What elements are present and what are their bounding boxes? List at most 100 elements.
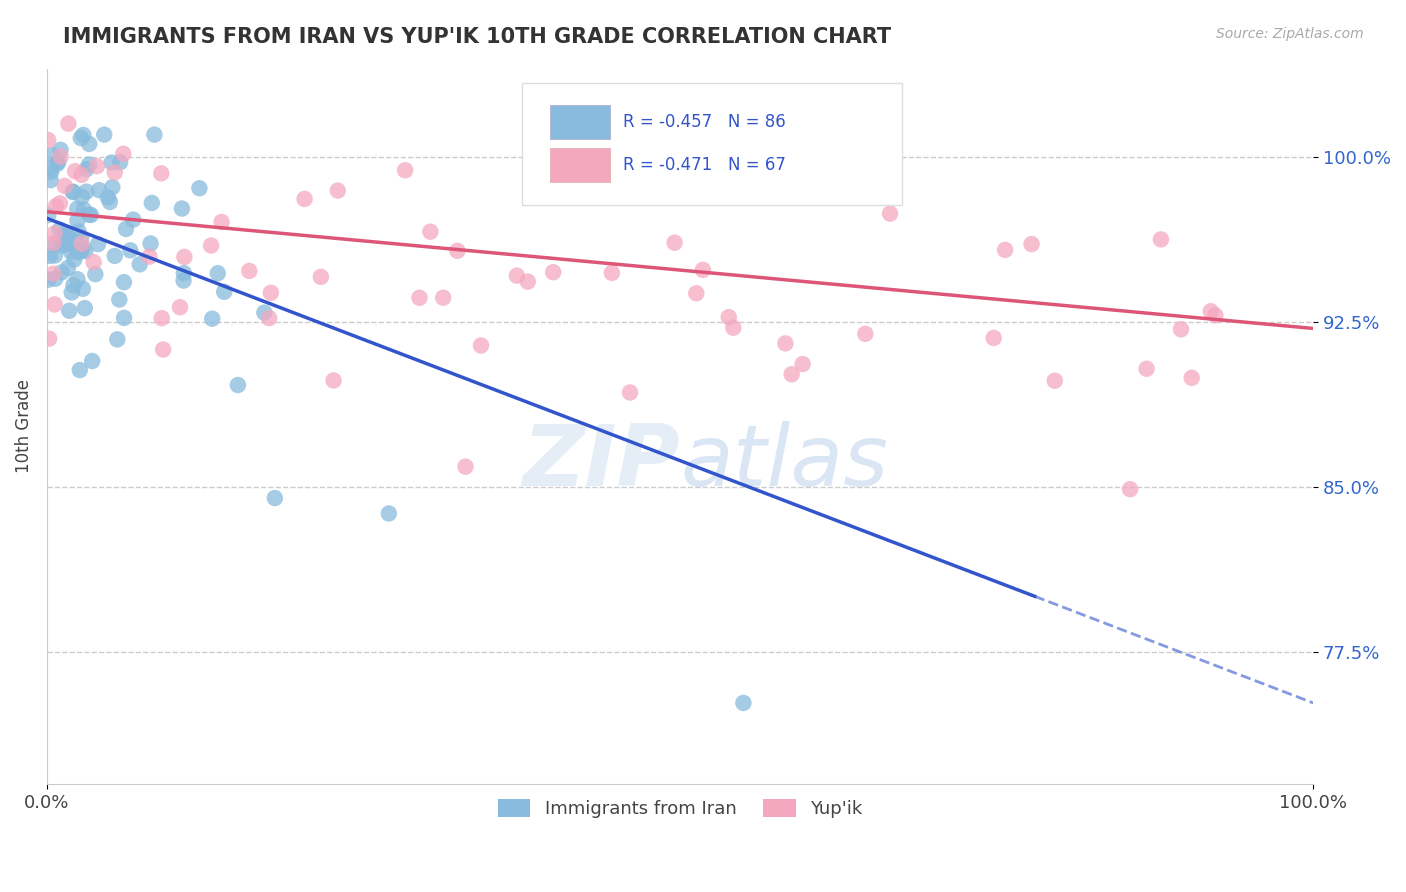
Point: [73, 202, 96, 217]
Point: [1181, 371, 1204, 385]
Point: [67, 245, 90, 260]
Point: [733, 696, 755, 710]
Point: [169, 300, 191, 314]
Point: [44, 237, 66, 252]
Point: [70, 236, 93, 251]
Point: [692, 263, 714, 277]
Point: [108, 293, 131, 307]
Point: [49, 143, 72, 157]
Point: [128, 257, 150, 271]
Point: [211, 215, 233, 229]
Point: [326, 184, 349, 198]
Point: [100, 155, 122, 169]
Point: [59, 244, 82, 259]
Point: [120, 244, 142, 258]
Point: [506, 268, 529, 283]
Point: [77, 136, 100, 151]
Point: [39, 249, 62, 263]
Point: [104, 165, 127, 179]
Point: [39, 165, 62, 179]
Point: [322, 374, 344, 388]
Point: [87, 237, 110, 252]
Point: [89, 183, 111, 197]
Point: [66, 202, 89, 216]
Point: [1136, 361, 1159, 376]
Point: [394, 163, 416, 178]
Point: [1043, 374, 1066, 388]
Point: [70, 230, 93, 244]
Point: [152, 343, 174, 357]
Point: [105, 332, 128, 346]
Point: [72, 128, 94, 142]
Text: Source: ZipAtlas.com: Source: ZipAtlas.com: [1216, 27, 1364, 41]
Point: [41, 161, 63, 176]
Point: [37, 133, 59, 147]
Point: [664, 235, 686, 250]
Point: [70, 244, 93, 258]
Point: [207, 266, 229, 280]
Point: [1170, 322, 1192, 336]
Point: [115, 222, 138, 236]
Point: [994, 243, 1017, 257]
Text: R = -0.457   N = 86: R = -0.457 N = 86: [623, 113, 786, 131]
Point: [138, 250, 160, 264]
Point: [1119, 482, 1142, 496]
Point: [879, 206, 901, 220]
Point: [201, 311, 224, 326]
Point: [39, 173, 62, 187]
Point: [75, 185, 97, 199]
Point: [619, 385, 641, 400]
Legend: Immigrants from Iran, Yup'ik: Immigrants from Iran, Yup'ik: [491, 792, 870, 825]
Point: [83, 255, 105, 269]
Point: [212, 285, 235, 299]
Point: [112, 310, 135, 325]
Point: [60, 285, 83, 300]
Point: [983, 331, 1005, 345]
Point: [173, 250, 195, 264]
Bar: [550, 148, 610, 182]
Text: ZIP: ZIP: [523, 421, 681, 504]
Point: [93, 128, 115, 142]
Point: [775, 336, 797, 351]
Point: [446, 244, 468, 258]
Point: [122, 212, 145, 227]
Point: [46, 155, 69, 169]
Point: [77, 208, 100, 222]
FancyBboxPatch shape: [522, 83, 901, 204]
Point: [44, 248, 66, 262]
Point: [84, 267, 107, 281]
Point: [53, 227, 76, 241]
Point: [37, 208, 59, 222]
Point: [97, 190, 120, 204]
Point: [1021, 237, 1043, 252]
Text: R = -0.471   N = 67: R = -0.471 N = 67: [623, 156, 786, 174]
Point: [62, 278, 84, 293]
Point: [685, 286, 707, 301]
Point: [780, 368, 803, 382]
Point: [309, 269, 332, 284]
Point: [75, 244, 97, 258]
Point: [150, 166, 173, 180]
Point: [408, 291, 430, 305]
Point: [76, 162, 98, 177]
Point: [72, 241, 94, 255]
Point: [419, 225, 441, 239]
Point: [541, 265, 564, 279]
Point: [37, 273, 59, 287]
Point: [70, 168, 93, 182]
Text: IMMIGRANTS FROM IRAN VS YUP'IK 10TH GRADE CORRELATION CHART: IMMIGRANTS FROM IRAN VS YUP'IK 10TH GRAD…: [63, 27, 891, 46]
Point: [200, 238, 222, 252]
Point: [56, 260, 79, 275]
Point: [188, 181, 211, 195]
Point: [44, 297, 66, 311]
Point: [257, 311, 280, 326]
Point: [51, 265, 73, 279]
Point: [1199, 304, 1222, 318]
Point: [170, 202, 193, 216]
Point: [263, 491, 285, 505]
Point: [141, 195, 163, 210]
Point: [77, 157, 100, 171]
Point: [717, 310, 740, 325]
Point: [173, 274, 195, 288]
Point: [454, 459, 477, 474]
